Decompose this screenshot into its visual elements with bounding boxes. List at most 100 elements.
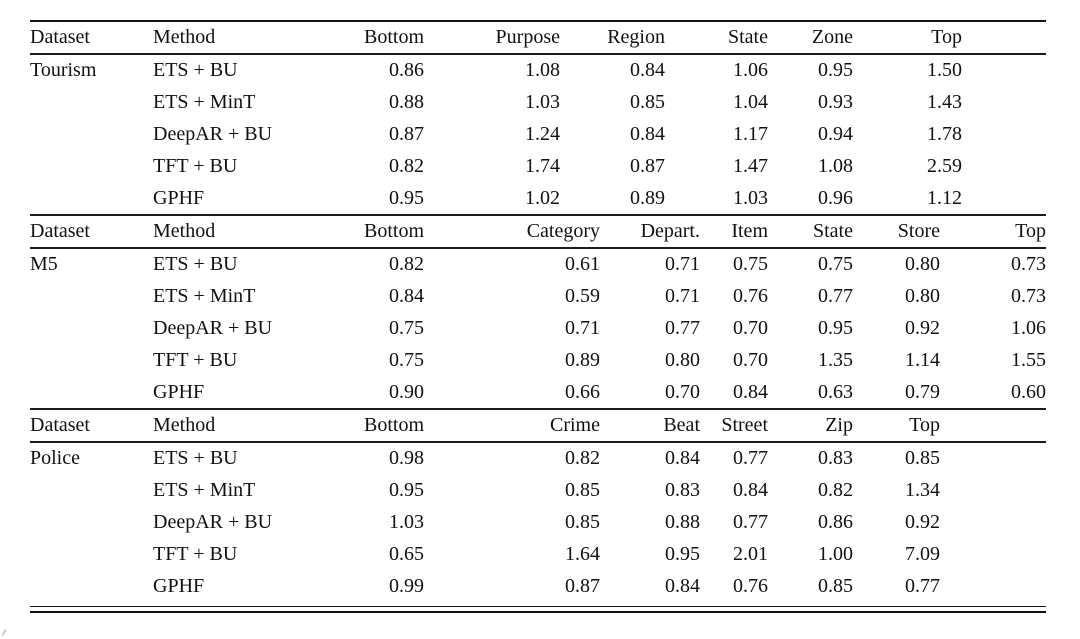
value-cell: 0.88 — [389, 90, 424, 113]
value-cell — [940, 474, 1046, 506]
value-cell: 0.95 — [389, 478, 424, 501]
dataset-cell: Tourism — [30, 59, 97, 81]
value-cell: 0.85 — [818, 574, 853, 597]
value-cell: 1.43 — [927, 90, 962, 113]
value-cell: 0.80 — [665, 348, 700, 371]
value-cell — [962, 86, 1046, 118]
value-cell: 0.75 — [818, 253, 853, 275]
method-cell: DeepAR + BU — [153, 122, 273, 145]
value-cell: 0.84 — [630, 122, 665, 145]
dataset-cell — [30, 182, 153, 214]
column-header-top: Top — [1015, 220, 1046, 242]
value-cell: 1.02 — [525, 186, 560, 209]
table-bottom-double-rule — [30, 606, 1046, 613]
dataset-cell — [30, 312, 153, 344]
column-header-bottom: Bottom — [363, 414, 424, 436]
value-cell: 0.70 — [733, 348, 768, 371]
method-cell: ETS + MinT — [153, 284, 256, 307]
value-cell: 0.77 — [905, 574, 940, 597]
dataset-cell: M5 — [30, 253, 58, 275]
method-cell: ETS + MinT — [153, 478, 256, 501]
table-row: GPHF 0.90 0.66 0.70 0.84 0.63 0.79 0.60 — [30, 376, 1046, 408]
value-cell: 1.64 — [565, 542, 600, 565]
method-cell: ETS + BU — [153, 59, 238, 81]
value-cell: 0.98 — [389, 447, 424, 469]
table-row: TFT + BU 0.75 0.89 0.80 0.70 1.35 1.14 1.55 — [30, 344, 1046, 376]
value-cell — [940, 442, 1046, 474]
dataset-cell: Police — [30, 447, 80, 469]
value-cell: 0.87 — [565, 574, 600, 597]
dataset-cell — [30, 344, 153, 376]
value-cell: 0.66 — [565, 380, 600, 403]
screen-artifact — [1, 628, 7, 637]
value-cell: 0.85 — [565, 510, 600, 533]
value-cell: 0.85 — [630, 90, 665, 113]
value-cell: 0.96 — [818, 186, 853, 209]
table-section-police: Dataset Method Bottom Crime Beat Street Zip Top… — [30, 408, 1046, 602]
table-row: GPHF 0.99 0.87 0.84 0.76 0.85 0.77 — [30, 570, 1046, 602]
table-row: ETS + MinT 0.95 0.85 0.83 0.84 0.82 1.34 — [30, 474, 1046, 506]
table-row: TFT + BU 0.82 1.74 0.87 1.47 1.08 2.59 — [30, 150, 1046, 182]
value-cell: 0.73 — [1011, 284, 1046, 307]
value-cell: 1.74 — [525, 154, 560, 177]
value-cell: 0.75 — [733, 253, 768, 275]
value-cell: 1.08 — [525, 59, 560, 81]
column-header-street: Street — [721, 414, 768, 436]
value-cell: 1.03 — [525, 90, 560, 113]
value-cell: 0.87 — [389, 122, 424, 145]
column-header-bottom: Bottom — [363, 220, 424, 242]
column-header-beat: Beat — [663, 414, 700, 436]
value-cell: 0.95 — [389, 186, 424, 209]
value-cell: 0.76 — [733, 284, 768, 307]
column-header-category: Category — [526, 220, 600, 242]
dataset-cell — [30, 86, 153, 118]
value-cell: 1.78 — [927, 122, 962, 145]
table-row: TFT + BU 0.65 1.64 0.95 2.01 1.00 7.09 — [30, 538, 1046, 570]
column-header-state: State — [813, 220, 853, 242]
value-cell: 1.50 — [927, 59, 962, 81]
table-row: Tourism ETS + BU 0.86 1.08 0.84 1.06 0.95 1.50 — [30, 54, 1046, 86]
value-cell: 7.09 — [905, 542, 940, 565]
value-cell: 0.75 — [389, 348, 424, 371]
value-cell: 1.08 — [818, 154, 853, 177]
value-cell: 0.70 — [733, 316, 768, 339]
column-header-dataset: Dataset — [30, 26, 90, 48]
method-cell: DeepAR + BU — [153, 316, 273, 339]
table-row: GPHF 0.95 1.02 0.89 1.03 0.96 1.12 — [30, 182, 1046, 214]
method-cell: ETS + MinT — [153, 90, 256, 113]
dataset-cell — [30, 506, 153, 538]
value-cell: 1.34 — [905, 478, 940, 501]
value-cell: 2.01 — [733, 542, 768, 565]
value-cell: 0.84 — [389, 284, 424, 307]
table-row: DeepAR + BU 1.03 0.85 0.88 0.77 0.86 0.92 — [30, 506, 1046, 538]
value-cell: 1.06 — [1011, 316, 1046, 339]
header-row: Dataset Method Bottom Category Depart. Item St… — [30, 215, 1046, 248]
results-table: Dataset Method Bottom Purpose Region State Zon… — [30, 20, 1046, 613]
column-header-region: Region — [607, 26, 665, 48]
value-cell: 0.82 — [389, 253, 424, 275]
value-cell: 0.63 — [818, 380, 853, 403]
value-cell: 0.77 — [665, 316, 700, 339]
value-cell: 0.83 — [665, 478, 700, 501]
value-cell: 0.84 — [665, 447, 700, 469]
value-cell — [962, 150, 1046, 182]
dataset-cell — [30, 538, 153, 570]
value-cell: 0.95 — [665, 542, 700, 565]
value-cell: 0.79 — [905, 380, 940, 403]
value-cell: 1.00 — [818, 542, 853, 565]
value-cell: 1.03 — [389, 510, 424, 533]
method-cell: TFT + BU — [153, 542, 238, 565]
value-cell: 0.95 — [818, 316, 853, 339]
header-row: Dataset Method Bottom Crime Beat Street Zip Top — [30, 409, 1046, 442]
value-cell — [940, 506, 1046, 538]
value-cell: 0.84 — [733, 478, 768, 501]
value-cell: 0.93 — [818, 90, 853, 113]
value-cell: 0.82 — [389, 154, 424, 177]
value-cell: 1.35 — [818, 348, 853, 371]
method-cell: GPHF — [153, 186, 205, 209]
method-cell: DeepAR + BU — [153, 510, 273, 533]
value-cell: 0.94 — [818, 122, 853, 145]
value-cell — [962, 54, 1046, 86]
value-cell: 0.89 — [630, 186, 665, 209]
